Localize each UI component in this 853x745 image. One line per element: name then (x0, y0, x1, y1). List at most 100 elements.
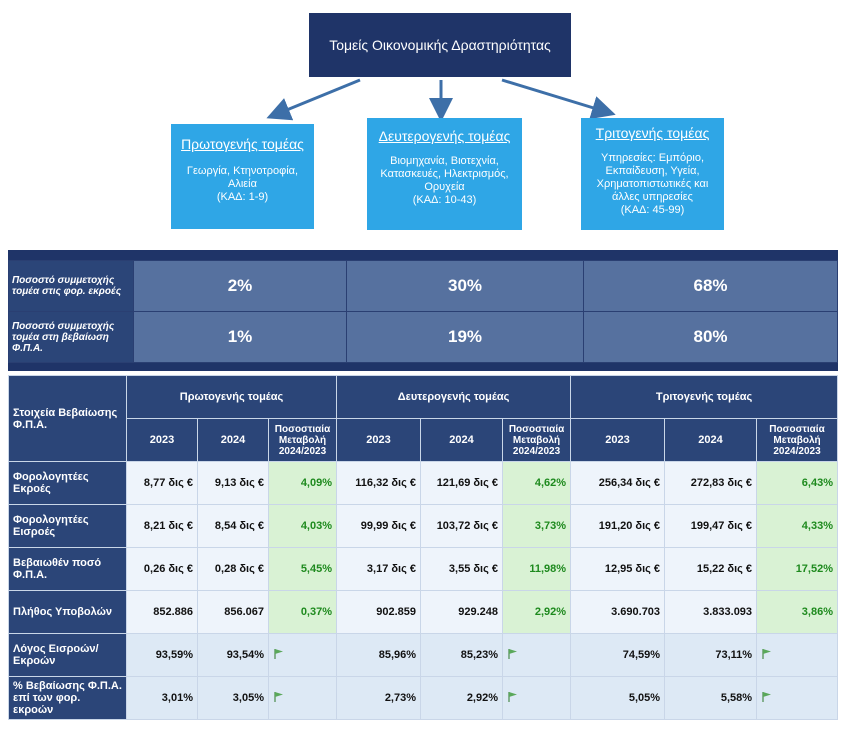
ratio-cell: 2,73% (336, 676, 422, 720)
group-header: Τριτογενής τομέας (570, 375, 838, 419)
row-label: Λόγος Εισροών/Εκροών (8, 633, 127, 677)
value-cell: 856.067 (197, 590, 269, 634)
change-cell: 11,98% (502, 547, 572, 591)
sector-line: Υπηρεσίες: Εμπόριο, (600, 152, 704, 164)
col-header: 2023 (126, 418, 198, 462)
sector-tertiary: Τριτογενής τομέας Υπηρεσίες: Εμπόριο, Εκ… (581, 118, 724, 230)
value-cell: 103,72 δις € (420, 504, 504, 548)
value-cell: 3,17 δις € (336, 547, 422, 591)
value-cell: 8,21 δις € (126, 504, 198, 548)
col-header: 2023 (336, 418, 422, 462)
arrow-tertiary (501, 78, 616, 120)
table-row: Λόγος Εισροών/Εκροών 93,59% 93,54% 85,96% 85… (8, 633, 838, 677)
change-cell: 4,09% (267, 461, 338, 505)
sector-line: Ορυχεία (424, 181, 465, 193)
share-value: 30% (346, 260, 584, 312)
value-cell: 191,20 δις € (570, 504, 666, 548)
sector-title: Τριτογενής τομέας (595, 125, 710, 141)
root-label: Τομείς Οικονομικής Δραστηριότητας (329, 37, 551, 53)
ratio-cell: 2,92% (420, 676, 504, 720)
table-row: Βεβαιωθέν ποσό Φ.Π.Α. 0,26 δις €0,28 δις … (8, 547, 838, 591)
flag-icon (756, 633, 838, 677)
sector-line: Αλιεία (228, 178, 257, 190)
sector-line: (ΚΑΔ: 1-9) (216, 191, 269, 203)
value-cell: 3,55 δις € (420, 547, 504, 591)
share-value: 2% (133, 260, 347, 312)
row-label: Ποσοστό συμμετοχής τομέα στη βεβαίωση Φ.… (8, 311, 134, 363)
sector-line: Κατασκευές, Ηλεκτρισμός, (380, 168, 509, 180)
col-header: 2024 (420, 418, 504, 462)
table-row: Πλήθος Υποβολών 852.886 856.067 0,37% 902.85… (8, 590, 838, 634)
sector-primary: Πρωτογενής τομέας Γεωργία, Κτηνοτροφία, … (171, 124, 314, 229)
change-cell: 3,73% (502, 504, 572, 548)
value-cell: 3.690.703 (570, 590, 666, 634)
share-value: 19% (346, 311, 584, 363)
flag-icon (267, 633, 338, 677)
value-cell: 929.248 (420, 590, 504, 634)
col-header: 2024 (664, 418, 758, 462)
change-cell: 2,92% (502, 590, 572, 634)
share-value: 1% (133, 311, 347, 363)
ratio-cell: 85,96% (336, 633, 422, 677)
ratio-cell: 85,23% (420, 633, 504, 677)
share-value: 68% (583, 260, 838, 312)
value-cell: 9,13 δις € (197, 461, 269, 505)
value-cell: 256,34 δις € (570, 461, 666, 505)
value-cell: 99,99 δις € (336, 504, 422, 548)
value-cell: 0,28 δις € (197, 547, 269, 591)
arrow-primary (266, 78, 361, 121)
change-cell: 4,03% (267, 504, 338, 548)
flag-icon (502, 676, 572, 720)
col-header: Ποσοστιαία Μεταβολή 2024/2023 (756, 418, 838, 462)
sector-line: Χρηματοπιστωτικές και (596, 178, 709, 190)
sector-line: (ΚΑΔ: 45-99) (620, 204, 685, 216)
table-header-row: Στοιχεία Βεβαίωσης Φ.Π.Α. Πρωτογενής τομ… (8, 375, 838, 462)
col-header: Ποσοστιαία Μεταβολή 2024/2023 (267, 418, 338, 462)
sector-line: (ΚΑΔ: 10-43) (412, 194, 477, 206)
ratio-cell: 3,01% (126, 676, 198, 720)
flag-icon (502, 633, 572, 677)
sector-title: Δευτερογενής τομέας (378, 128, 511, 144)
value-cell: 121,69 δις € (420, 461, 504, 505)
ratio-cell: 73,11% (664, 633, 758, 677)
ratio-cell: 74,59% (570, 633, 666, 677)
change-cell: 3,86% (756, 590, 838, 634)
change-cell: 4,33% (756, 504, 838, 548)
change-cell: 6,43% (756, 461, 838, 505)
root-node: Τομείς Οικονομικής Δραστηριότητας (309, 13, 571, 77)
sector-line: Γεωργία, Κτηνοτροφία, (186, 165, 299, 177)
group-header: Δευτερογενής τομέας (336, 375, 572, 419)
ratio-cell: 5,05% (570, 676, 666, 720)
value-cell: 0,26 δις € (126, 547, 198, 591)
col-header: 2023 (570, 418, 666, 462)
group-header: Πρωτογενής τομέας (125, 375, 338, 419)
value-cell: 116,32 δις € (336, 461, 422, 505)
sector-secondary: Δευτερογενής τομέας Βιομηχανία, Βιοτεχνί… (367, 118, 522, 230)
table-row: Ποσοστό συμμετοχής τομέα στη βεβαίωση Φ.… (8, 311, 838, 363)
value-cell: 199,47 δις € (664, 504, 758, 548)
sector-title: Πρωτογενής τομέας (181, 136, 304, 152)
value-cell: 15,22 δις € (664, 547, 758, 591)
row-label: Φορολογητέες Εκροές (8, 461, 127, 505)
corner-header: Στοιχεία Βεβαίωσης Φ.Π.Α. (8, 375, 127, 462)
change-cell: 4,62% (502, 461, 572, 505)
value-cell: 8,54 δις € (197, 504, 269, 548)
col-header: 2024 (197, 418, 269, 462)
value-cell: 12,95 δις € (570, 547, 666, 591)
col-header: Ποσοστιαία Μεταβολή 2024/2023 (502, 418, 572, 462)
row-label: Βεβαιωθέν ποσό Φ.Π.Α. (8, 547, 127, 591)
share-table-bottombar (8, 363, 838, 371)
value-cell: 852.886 (126, 590, 198, 634)
value-cell: 3.833.093 (664, 590, 758, 634)
ratio-cell: 93,59% (126, 633, 198, 677)
ratio-cell: 93,54% (197, 633, 269, 677)
ratio-cell: 3,05% (197, 676, 269, 720)
value-cell: 272,83 δις € (664, 461, 758, 505)
table-row: Ποσοστό συμμετοχής τομέα στις φορ. εκροέ… (8, 260, 838, 312)
row-label: Πλήθος Υποβολών (8, 590, 127, 634)
share-table-topbar (8, 250, 838, 260)
flag-icon (756, 676, 838, 720)
row-label: Φορολογητέες Εισροές (8, 504, 127, 548)
table-row: % Βεβαίωσης Φ.Π.Α. επί των φορ. εκροών 3,… (8, 676, 838, 720)
share-table: Ποσοστό συμμετοχής τομέα στις φορ. εκροέ… (8, 250, 838, 371)
